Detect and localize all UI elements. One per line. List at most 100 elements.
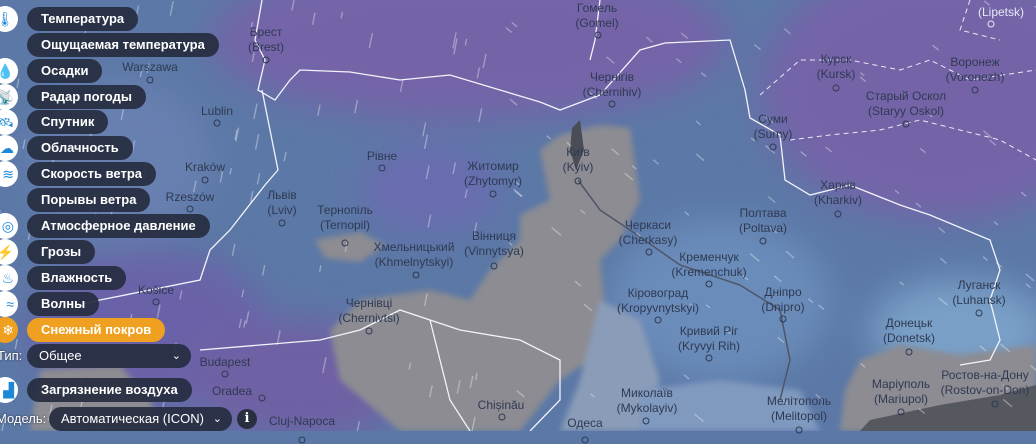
city-name-latin: (Dnipro) xyxy=(761,300,804,315)
layer-button[interactable]: Температура xyxy=(27,7,138,31)
city-marker[interactable] xyxy=(263,57,270,64)
type-select[interactable]: Общее ⌄ xyxy=(27,344,191,368)
layer-button[interactable]: Скорость ветра xyxy=(27,162,156,186)
city-marker[interactable] xyxy=(898,409,905,416)
city-marker[interactable] xyxy=(222,371,229,378)
city-marker[interactable] xyxy=(760,238,767,245)
city-label: Cluj-Napoca xyxy=(269,414,335,429)
city-label: Chișinău xyxy=(478,398,525,413)
city-name-latin: (Vinnytsya) xyxy=(464,244,524,259)
city-marker[interactable] xyxy=(706,355,713,362)
chevron-down-icon: ⌄ xyxy=(213,407,222,431)
city-marker[interactable] xyxy=(595,32,602,39)
city-name: Воронеж xyxy=(946,55,1005,70)
info-icon[interactable]: i xyxy=(237,409,257,429)
city-marker[interactable] xyxy=(342,240,349,247)
layer-button[interactable]: Осадки xyxy=(27,59,102,83)
city-label: Kraków xyxy=(185,160,225,175)
city-marker[interactable] xyxy=(976,310,983,317)
city-label: Луганск(Luhansk) xyxy=(952,278,1005,308)
city-marker[interactable] xyxy=(202,177,209,184)
city-label: Тернопіль(Ternopil) xyxy=(317,203,373,233)
layer-button[interactable]: Влажность xyxy=(27,266,126,290)
city-label: Гомель(Gomel) xyxy=(575,1,618,31)
city-label: Мелітополь(Melitopol) xyxy=(767,394,831,424)
city-marker[interactable] xyxy=(299,437,306,444)
city-marker[interactable] xyxy=(835,211,842,218)
city-marker[interactable] xyxy=(153,299,160,306)
city-label: Ростов-на-Дону(Rostov-on-Don) xyxy=(941,368,1030,398)
city-name-latin: (Poltava) xyxy=(739,221,787,236)
city-marker[interactable] xyxy=(706,281,713,288)
city-label: Суми(Sumy) xyxy=(754,112,793,142)
city-marker[interactable] xyxy=(575,178,582,185)
layer-button[interactable]: Ощущаемая температура xyxy=(27,33,219,57)
city-marker[interactable] xyxy=(279,220,286,227)
city-label: Донецьк(Donetsk) xyxy=(883,316,935,346)
city-name-latin: (Chernihiv) xyxy=(583,85,642,100)
city-name: Кривий Ріг xyxy=(678,324,740,339)
city-label: Київ(Kyiv) xyxy=(563,145,594,175)
city-marker[interactable] xyxy=(972,87,979,94)
city-marker[interactable] xyxy=(906,349,913,356)
type-row: Тип: Общее ⌄ xyxy=(0,344,200,368)
city-marker[interactable] xyxy=(609,101,616,108)
city-label: Житомир(Zhytomyr) xyxy=(464,159,522,189)
city-marker[interactable] xyxy=(903,121,910,128)
city-label: Rzeszów xyxy=(166,190,215,205)
city-name: Черкаси xyxy=(619,218,678,233)
layer-button[interactable]: Снежный покров xyxy=(27,318,165,342)
layer-button[interactable]: Радар погоды xyxy=(27,85,146,109)
city-marker[interactable] xyxy=(214,120,221,127)
layer-button[interactable]: Атмосферное давление xyxy=(27,214,210,238)
layer-button[interactable]: Грозы xyxy=(27,240,95,264)
city-marker[interactable] xyxy=(187,206,194,213)
city-marker[interactable] xyxy=(655,317,662,324)
city-marker[interactable] xyxy=(379,165,386,172)
layer-button[interactable]: Порывы ветра xyxy=(27,188,150,212)
city-marker[interactable] xyxy=(646,249,653,256)
city-name: Рівне xyxy=(367,149,397,164)
city-marker[interactable] xyxy=(491,263,498,270)
city-label: Старый Оскол(Staryy Oskol) xyxy=(866,89,946,119)
city-marker[interactable] xyxy=(490,191,497,198)
city-name-latin: (Kremenchuk) xyxy=(671,265,746,280)
model-select[interactable]: Автоматическая (ICON) ⌄ xyxy=(49,407,232,431)
type-value: Общее xyxy=(39,348,82,363)
city-label: Брест(Brest) xyxy=(248,25,284,55)
city-marker[interactable] xyxy=(780,316,787,323)
city-label: Warszawa xyxy=(122,60,178,75)
city-marker[interactable] xyxy=(413,272,420,279)
city-marker[interactable] xyxy=(833,85,840,92)
city-name: Брест xyxy=(248,25,284,40)
city-name: Львів xyxy=(267,188,297,203)
city-marker[interactable] xyxy=(499,414,506,421)
layer-button[interactable]: Облачность xyxy=(27,136,133,160)
city-marker[interactable] xyxy=(366,328,373,335)
city-name: Мелітополь xyxy=(767,394,831,409)
city-label: Дніпро(Dnipro) xyxy=(761,285,804,315)
city-name-latin: (Ternopil) xyxy=(317,218,373,233)
layer-button[interactable]: Спутник xyxy=(27,110,108,134)
city-marker[interactable] xyxy=(643,418,650,425)
model-label: Модель: xyxy=(0,411,46,426)
city-name-latin: (Kharkiv) xyxy=(814,193,862,208)
pollution-button[interactable]: Загрязнение воздуха xyxy=(27,378,192,402)
city-marker[interactable] xyxy=(582,437,589,444)
city-marker[interactable] xyxy=(147,77,154,84)
city-marker[interactable] xyxy=(796,427,803,434)
city-name-latin: (Chernivtsi) xyxy=(338,311,399,326)
city-name: Тернопіль xyxy=(317,203,373,218)
layer-button[interactable]: Волны xyxy=(27,292,99,316)
city-name: Кіровоград xyxy=(617,286,699,301)
city-marker[interactable] xyxy=(992,401,999,408)
city-marker[interactable] xyxy=(988,21,995,28)
city-marker[interactable] xyxy=(259,395,266,402)
city-name-latin: (Sumy) xyxy=(754,127,793,142)
city-label: Чернігів(Chernihiv) xyxy=(583,70,642,100)
city-label: Budapest xyxy=(200,355,251,370)
city-name: Чернігів xyxy=(583,70,642,85)
city-name: Старый Оскол xyxy=(866,89,946,104)
city-label: Черкаси(Cherkasy) xyxy=(619,218,678,248)
city-marker[interactable] xyxy=(770,144,777,151)
